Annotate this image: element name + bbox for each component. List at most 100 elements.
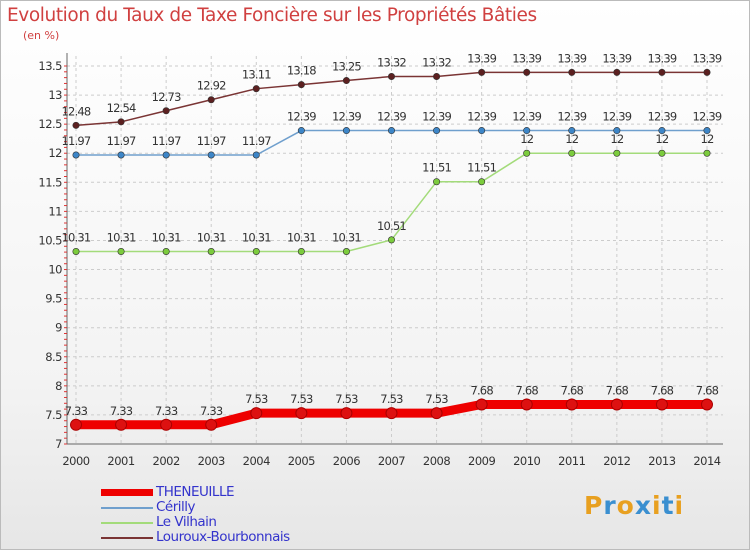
y-tick-label: 7.5 [45, 408, 62, 422]
data-label: 11.97 [62, 134, 91, 148]
legend-item: Louroux-Bourbonnais [101, 530, 401, 545]
data-point [342, 77, 350, 85]
data-point [703, 149, 711, 157]
legend-swatch [101, 507, 153, 509]
data-label: 12.39 [512, 110, 541, 124]
data-label: 11.97 [152, 134, 181, 148]
data-label: 7.68 [651, 383, 674, 397]
data-point [117, 118, 125, 126]
data-label: 7.68 [516, 383, 539, 397]
y-tick-label: 8.5 [45, 350, 62, 364]
data-label: 13.39 [693, 51, 722, 65]
data-point [523, 149, 531, 157]
data-point [250, 407, 263, 420]
data-point [568, 127, 576, 135]
data-point [387, 127, 395, 135]
data-label: 7.68 [561, 383, 584, 397]
y-tick-label: 7 [55, 437, 62, 451]
data-label: 12 [520, 132, 534, 146]
logo-letter: x [634, 491, 652, 520]
legend-label: THENEUILLE [156, 484, 235, 500]
x-tick-label: 2012 [603, 454, 630, 468]
data-point [72, 121, 80, 129]
data-point [340, 407, 353, 420]
x-tick-label: 2007 [378, 454, 405, 468]
x-tick-label: 2014 [693, 454, 720, 468]
data-point [295, 407, 308, 420]
legend-swatch [101, 489, 153, 496]
data-point [433, 127, 441, 135]
data-point [70, 418, 82, 431]
legend-label: Le Vilhain [156, 514, 217, 530]
data-point [205, 418, 218, 431]
data-label: 7.53 [335, 392, 358, 406]
data-point [297, 81, 305, 89]
x-tick-label: 2004 [243, 454, 270, 468]
data-label: 7.33 [200, 404, 223, 418]
x-tick-label: 2002 [153, 454, 180, 468]
logo-letter: r [603, 491, 617, 520]
data-point [478, 68, 486, 76]
data-point [162, 248, 170, 256]
data-point [117, 248, 125, 256]
legend-item: Le Vilhain [101, 515, 401, 530]
data-label: 13.39 [512, 51, 541, 65]
data-point [703, 68, 711, 76]
x-tick-label: 2001 [107, 454, 134, 468]
data-point [252, 248, 260, 256]
data-label: 10.51 [377, 219, 406, 233]
data-point [475, 398, 488, 411]
data-point [115, 418, 128, 431]
data-label: 12.39 [693, 110, 722, 124]
data-point [568, 68, 576, 76]
data-label: 7.53 [245, 392, 268, 406]
data-label: 12 [610, 132, 624, 146]
chart-legend: THENEUILLE Cérilly Le Vilhain Louroux-Bo… [101, 485, 401, 545]
data-point [430, 407, 443, 420]
data-label: 13.39 [647, 51, 676, 65]
data-label: 12.92 [197, 79, 226, 93]
x-tick-label: 2013 [648, 454, 675, 468]
data-label: 12 [565, 132, 579, 146]
data-label: 12.39 [332, 110, 361, 124]
proxiti-logo: Proxiti [584, 491, 684, 520]
data-label: 11.97 [242, 134, 271, 148]
legend-label: Louroux-Bourbonnais [156, 529, 290, 545]
y-tick-label: 12 [48, 146, 62, 160]
y-tick-label: 10.5 [38, 233, 62, 247]
data-label: 7.68 [696, 383, 719, 397]
data-label: 10.31 [332, 231, 361, 245]
data-point [568, 149, 576, 157]
data-label: 7.53 [425, 392, 448, 406]
data-label: 12.54 [107, 101, 136, 115]
data-label: 13.39 [557, 51, 586, 65]
data-label: 13.39 [467, 51, 496, 65]
data-point [658, 127, 666, 135]
data-point [613, 149, 621, 157]
data-point [478, 178, 486, 186]
data-point [342, 127, 350, 135]
data-point [207, 151, 215, 159]
legend-item: Cérilly [101, 500, 401, 515]
data-label: 12.73 [152, 90, 181, 104]
data-label: 7.33 [155, 404, 178, 418]
data-label: 10.31 [107, 231, 136, 245]
y-tick-label: 13.5 [38, 59, 62, 73]
data-point [613, 127, 621, 135]
data-point [117, 151, 125, 159]
data-point [207, 96, 215, 104]
legend-item: THENEUILLE [101, 485, 401, 500]
data-point [433, 72, 441, 80]
data-label: 12.39 [287, 110, 316, 124]
data-point [655, 398, 668, 411]
y-tick-label: 8 [55, 379, 62, 393]
data-point [523, 127, 531, 135]
x-tick-label: 2005 [288, 454, 315, 468]
data-label: 13.11 [242, 68, 271, 82]
data-point [523, 68, 531, 76]
data-label: 12 [655, 132, 669, 146]
y-tick-label: 10 [48, 263, 62, 277]
legend-swatch [101, 537, 153, 539]
data-point [385, 407, 398, 420]
